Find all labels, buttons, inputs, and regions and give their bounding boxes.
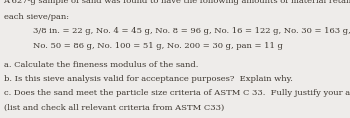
Text: a. Calculate the fineness modulus of the sand.: a. Calculate the fineness modulus of the… xyxy=(4,61,198,69)
Text: (list and check all relevant criteria from ASTM C33): (list and check all relevant criteria fr… xyxy=(4,103,224,112)
Text: 3/8 in. = 22 g, No. 4 = 45 g, No. 8 = 96 g, No. 16 = 122 g, No. 30 = 163 g,: 3/8 in. = 22 g, No. 4 = 45 g, No. 8 = 96… xyxy=(33,27,350,35)
Text: No. 50 = 86 g, No. 100 = 51 g, No. 200 = 30 g, pan = 11 g: No. 50 = 86 g, No. 100 = 51 g, No. 200 =… xyxy=(33,42,283,50)
Text: each sieve/pan:: each sieve/pan: xyxy=(4,13,69,21)
Text: c. Does the sand meet the particle size criteria of ASTM C 33.  Fully justify yo: c. Does the sand meet the particle size … xyxy=(4,89,350,97)
Text: A 627-g sample of sand was found to have the following amounts of material retai: A 627-g sample of sand was found to have… xyxy=(4,0,350,5)
Text: b. Is this sieve analysis valid for acceptance purposes?  Explain why.: b. Is this sieve analysis valid for acce… xyxy=(4,75,292,83)
